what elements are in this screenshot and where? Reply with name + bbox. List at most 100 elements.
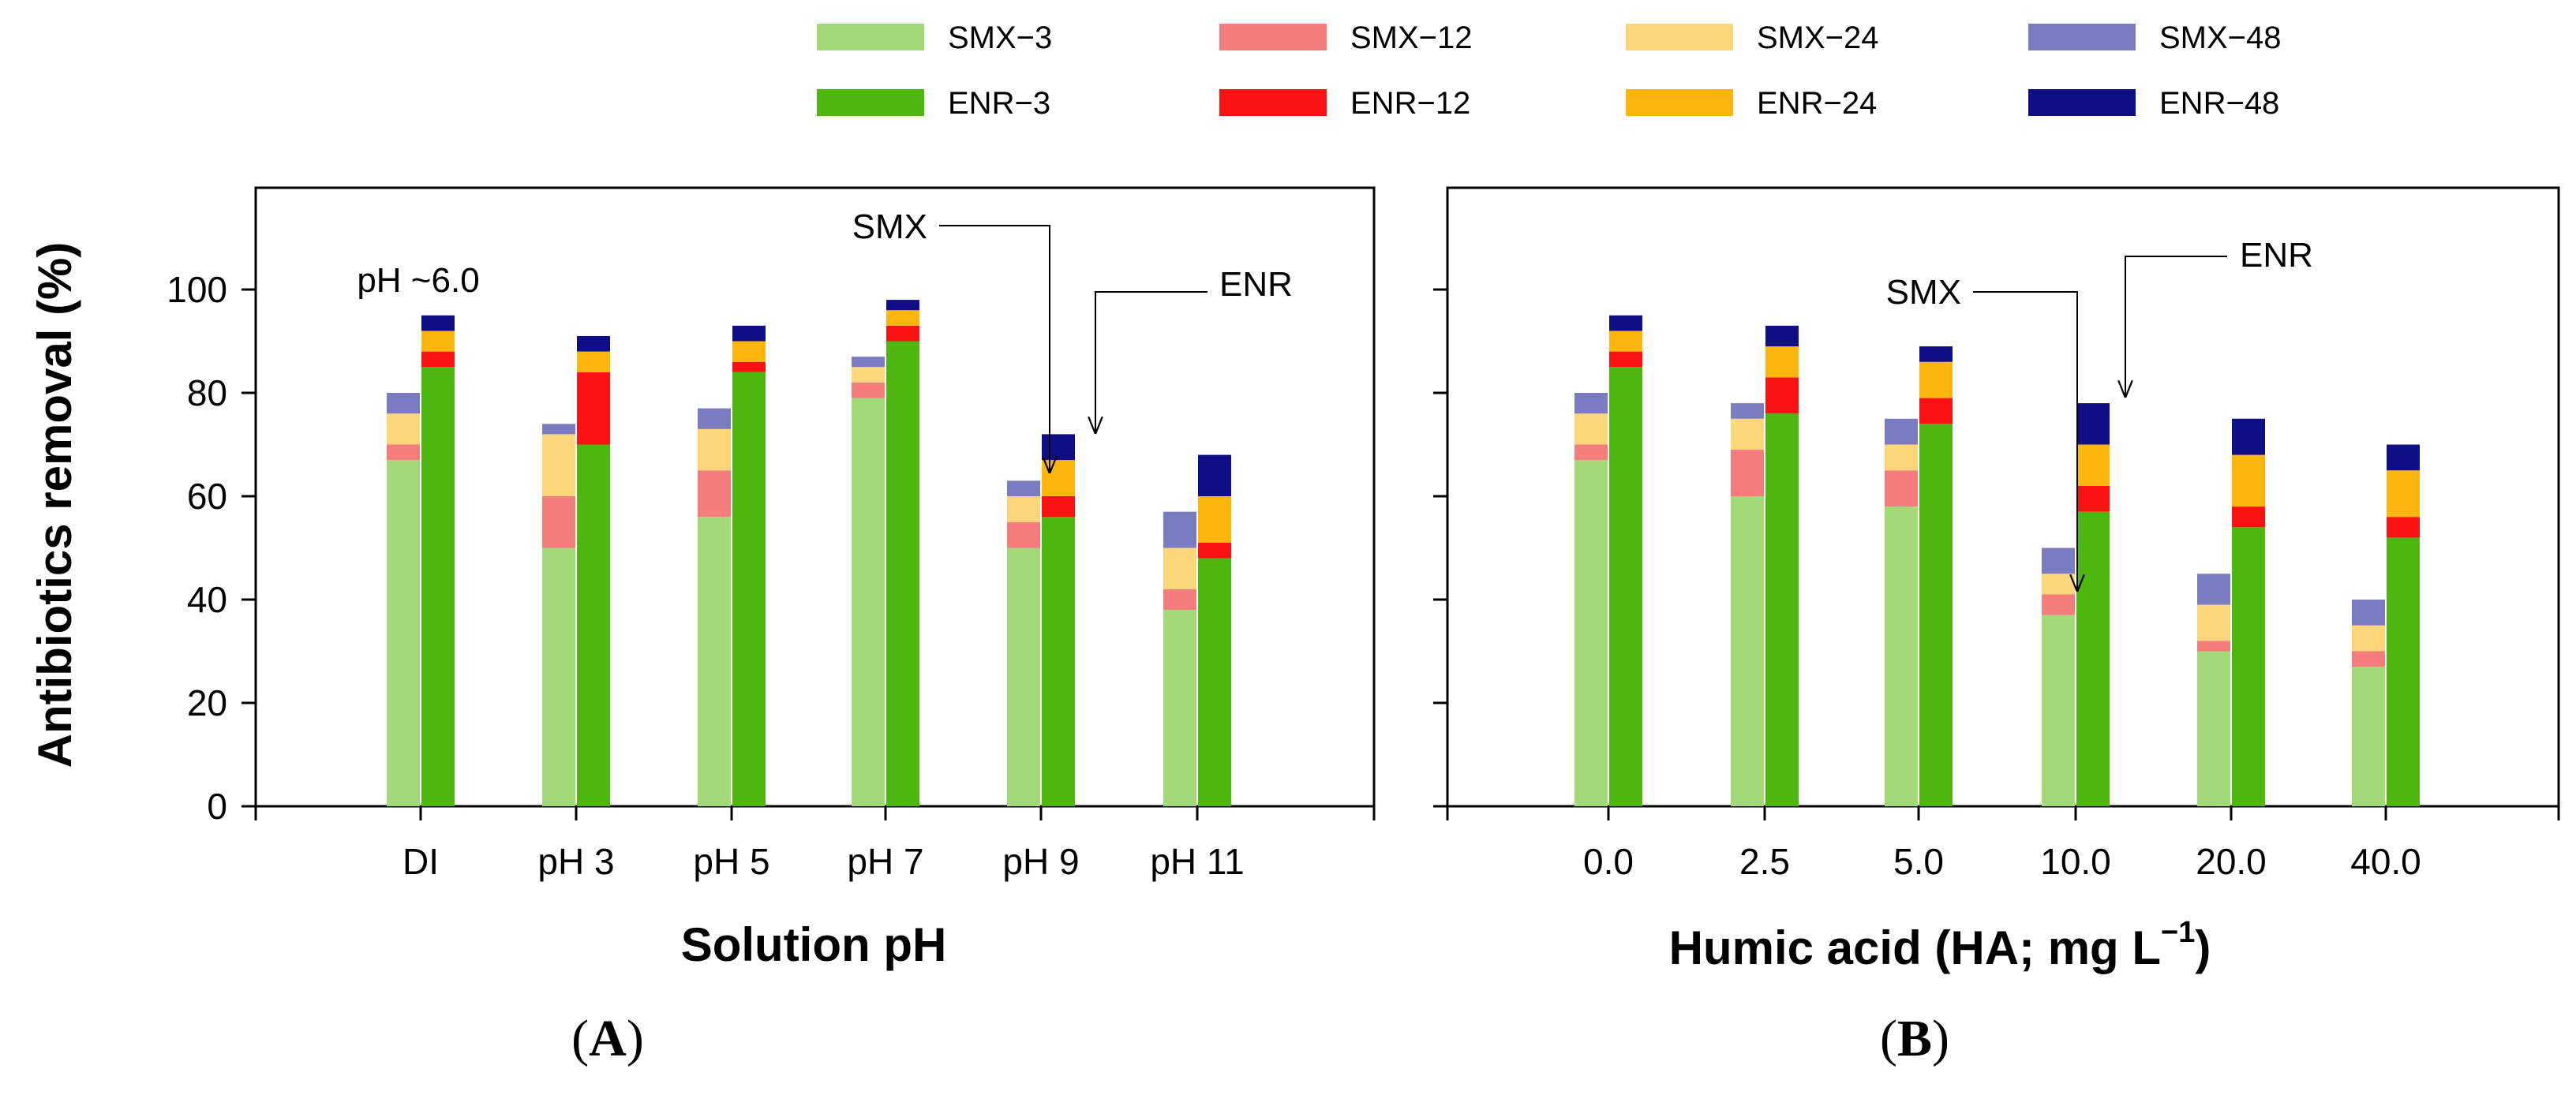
panel-a-bar-smx-3-4	[1007, 548, 1040, 806]
panel-a-y-axis-label: Antibiotics removal (%)	[28, 242, 81, 768]
panel-a-bar-smx-12-0	[387, 444, 420, 461]
panel-b-x-tick-label: 5.0	[1893, 841, 1944, 882]
panel-b-bar-enr-48-0	[1609, 315, 1642, 331]
panel-b-bar-enr-12-3	[2076, 485, 2110, 512]
panel-a-ph-annotation: pH ~6.0	[357, 261, 479, 300]
panel-a-bar-enr-48-4	[1042, 434, 1075, 461]
panel-a-bar-enr-24-1	[577, 351, 610, 372]
panel-b-bar-smx-12-1	[1731, 450, 1764, 496]
panel-a-y-tick-label: 20	[187, 682, 227, 723]
panel-b-bar-smx-12-0	[1574, 444, 1608, 461]
legend-label-enr-48: ENR−48	[2159, 86, 2279, 121]
panel-b-bar-enr-12-2	[1919, 398, 1953, 424]
panel-b-smx-annotation: SMX	[1886, 273, 1961, 312]
panel-b-label: (B)	[1880, 1010, 1949, 1067]
panel-b-bar-enr-12-4	[2232, 506, 2265, 528]
panel-a-label: (A)	[571, 1010, 644, 1067]
panel-a-bar-smx-12-4	[1007, 521, 1040, 548]
legend-label-smx-24: SMX−24	[1757, 21, 1879, 55]
panel-b-axes: 0.0 2.5 5.0 10.0 20.0 40.0	[1433, 288, 2560, 882]
panel-a-bar-enr-12-2	[732, 361, 766, 372]
panel-a-bar-enr-48-0	[421, 315, 455, 331]
panel-a-bar-smx-24-3	[852, 367, 885, 383]
panel-b-bar-smx-3-2	[1885, 506, 1918, 806]
panel-a-bar-enr-48-2	[732, 325, 766, 342]
panel-a-bar-enr-24-5	[1198, 496, 1231, 543]
panel-a-bar-smx-48-5	[1163, 511, 1196, 548]
panel-a-bar-smx-24-4	[1007, 496, 1040, 522]
panel-a-y-tick-label: 60	[187, 476, 227, 517]
panel-b-bar-enr-12-0	[1609, 351, 1642, 368]
panel-a-bar-enr-12-1	[577, 372, 610, 445]
panel-b-bar-enr-24-0	[1609, 331, 1642, 352]
panel-b-bar-smx-3-1	[1731, 496, 1764, 806]
panel-b-bar-smx-48-4	[2197, 574, 2230, 605]
legend-swatch-smx-12	[1219, 24, 1327, 50]
panel-a-bar-enr-3-1	[577, 444, 610, 806]
panel-b-bar-smx-3-5	[2352, 667, 2385, 806]
panel-a-axes: 0 20 40 60 80 100 DI pH 3 pH 5 pH 7 pH 9 pH 11	[167, 269, 1376, 882]
panel-b-x-tick-label: 40.0	[2350, 841, 2421, 882]
panel-b-bar-enr-12-5	[2387, 517, 2420, 538]
panel-a-bar-enr-12-4	[1042, 496, 1075, 518]
panel-a-bar-enr-48-3	[886, 300, 919, 311]
panel-a-y-tick-label: 40	[187, 579, 227, 620]
legend-label-enr-24: ENR−24	[1757, 86, 1877, 121]
legend-swatch-smx-48	[2028, 24, 2136, 50]
panel-b-bar-enr-24-1	[1765, 346, 1799, 378]
panel-a-bar-smx-24-5	[1163, 548, 1196, 589]
panel-a-x-tick-label: pH 9	[1002, 841, 1079, 882]
panel-a-x-tick-label: pH 11	[1150, 841, 1244, 882]
legend-label-enr-3: ENR−3	[948, 86, 1050, 121]
legend-label-smx-3: SMX−3	[948, 21, 1052, 55]
panel-a-bar-smx-3-3	[852, 398, 885, 806]
panel-b-x-axis-label: Humic acid (HA; mg L−1)	[1669, 916, 2211, 974]
panel-b-bar-smx-24-1	[1731, 418, 1764, 450]
legend: SMX−3 SMX−12 SMX−24 SMX−48 ENR−3 ENR−12 ENR−24…	[817, 21, 2282, 121]
panel-a-bar-enr-48-5	[1198, 454, 1231, 496]
panel-b-bar-smx-48-3	[2042, 548, 2075, 574]
panel-a-bar-smx-48-0	[387, 393, 420, 414]
panel-b-x-tick-label: 2.5	[1739, 841, 1790, 882]
legend-swatch-enr-3	[817, 89, 924, 116]
panel-a-x-tick-label: DI	[402, 841, 439, 882]
panel-a-bar-enr-12-0	[421, 351, 455, 368]
panel-b-bar-enr-48-4	[2232, 418, 2265, 455]
panel-b-smx-arrow	[1973, 291, 2077, 590]
panel-b-bar-enr-3-3	[2076, 511, 2110, 806]
panel-a-y-tick-label: 100	[167, 269, 227, 310]
panel-a-bar-enr-12-3	[886, 325, 919, 342]
legend-swatch-enr-24	[1626, 89, 1733, 116]
panel-a-bar-enr-3-2	[732, 372, 766, 806]
panel-a-bar-smx-48-2	[698, 408, 731, 429]
panel-b-bar-enr-48-2	[1919, 346, 1953, 362]
legend-label-smx-48: SMX−48	[2159, 21, 2282, 55]
panel-b-enr-annotation: ENR	[2240, 236, 2313, 275]
panel-b-bar-enr-48-1	[1765, 325, 1799, 347]
panel-b-bar-smx-24-2	[1885, 444, 1918, 471]
panel-a-bar-enr-3-3	[886, 341, 919, 806]
legend-swatch-enr-48	[2028, 89, 2136, 116]
panel-b-bar-smx-12-3	[2042, 594, 2075, 615]
panel-a-bar-smx-24-0	[387, 413, 420, 445]
panel-b-bar-enr-3-2	[1919, 424, 1953, 806]
panel-a-x-tick-label: pH 7	[847, 841, 923, 882]
legend-swatch-smx-3	[817, 24, 924, 50]
panel-b-bar-smx-24-5	[2352, 625, 2385, 652]
panel-a-bar-smx-24-1	[542, 434, 575, 496]
panel-b-bar-enr-3-0	[1609, 367, 1642, 806]
panel-b-x-tick-label: 10.0	[2040, 841, 2111, 882]
panel-b-bar-smx-48-2	[1885, 418, 1918, 445]
panel-a-bar-enr-3-0	[421, 367, 455, 806]
panel-b-x-tick-label: 0.0	[1583, 841, 1634, 882]
panel-b-bar-smx-12-5	[2352, 651, 2385, 667]
legend-swatch-enr-12	[1219, 89, 1327, 116]
panel-a-y-tick-label: 80	[187, 372, 227, 413]
panel-a-enr-annotation: ENR	[1219, 265, 1293, 304]
panel-a-bars	[387, 300, 1231, 806]
panel-b-bar-smx-3-0	[1574, 460, 1608, 806]
panel-a-enr-arrow	[1095, 291, 1208, 432]
panel-b-bar-smx-48-1	[1731, 403, 1764, 419]
panel-b-bar-smx-12-2	[1885, 470, 1918, 507]
panel-a-bar-smx-3-2	[698, 517, 731, 806]
